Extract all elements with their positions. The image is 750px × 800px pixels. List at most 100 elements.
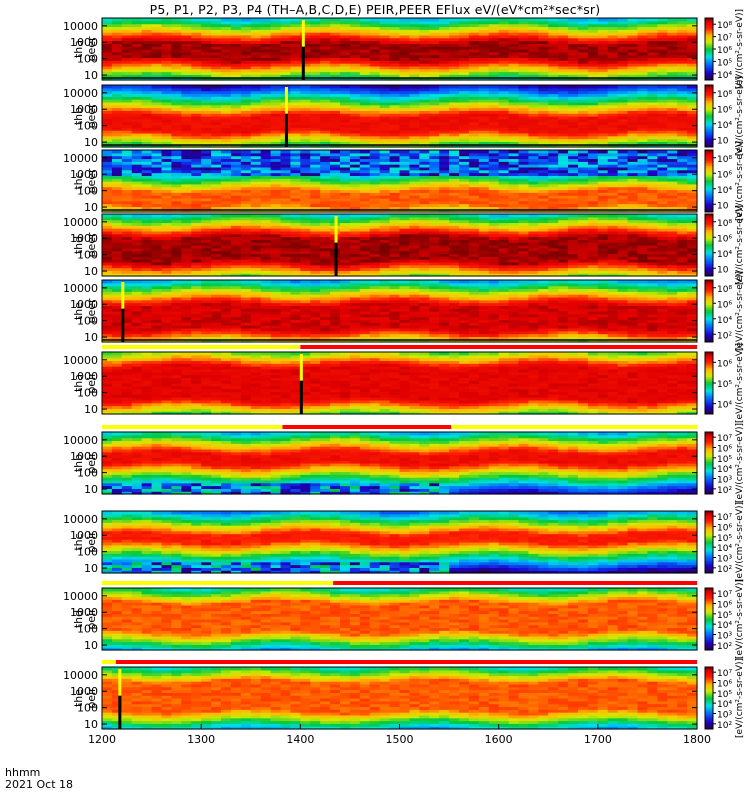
heatmap-cell: [330, 18, 341, 21]
heatmap-cell: [281, 150, 292, 153]
colorbar-tick-label: 10⁶: [717, 170, 732, 180]
heatmap-cell: [340, 214, 351, 217]
heatmap-cell: [558, 85, 569, 88]
heatmap-cell: [380, 150, 391, 153]
heatmap-cell: [667, 85, 678, 88]
heatmap-cell: [479, 85, 490, 88]
heatmap-cell: [390, 214, 401, 217]
heatmap-cell: [429, 85, 440, 88]
heatmap-cell: [271, 18, 282, 21]
heatmap-cell: [112, 18, 123, 21]
heatmap-cell: [191, 85, 202, 88]
y-tick-label: 10000: [63, 87, 98, 100]
heatmap-cell: [300, 150, 311, 153]
heatmap-cell: [618, 85, 629, 88]
panel-label: peer: [85, 103, 98, 129]
heatmap-cell: [588, 150, 599, 153]
y-tick-label: 10: [84, 136, 98, 149]
heatmap-cell: [162, 150, 173, 153]
heatmap-cell: [618, 18, 629, 21]
heatmap-cell: [152, 18, 163, 21]
heatmap-cell: [112, 214, 123, 217]
heatmap-cell: [231, 214, 242, 217]
heatmap-cell: [647, 85, 658, 88]
heatmap-cell: [578, 85, 589, 88]
colorbar-tick-label: 10⁶: [717, 105, 732, 115]
heatmap-cell: [687, 18, 698, 21]
heatmap-cell: [687, 150, 698, 153]
heatmap-cell: [380, 85, 391, 88]
heatmap-cell: [647, 150, 658, 153]
panel-tha-peer: 10100100010000tha peer10⁴10⁵10⁶10⁷10⁸ [eV/…: [63, 9, 745, 89]
heatmap-cell: [598, 18, 609, 21]
heatmap-cell: [360, 150, 371, 153]
heatmap-cell: [241, 18, 252, 21]
y-tick-label: 10000: [63, 152, 98, 165]
data-gap-spike: [302, 46, 305, 80]
heatmap-cell: [221, 150, 232, 153]
heatmap-cell: [568, 18, 579, 21]
heatmap-cell: [449, 150, 460, 153]
panel-label: peer: [85, 168, 98, 194]
heatmap-cell: [479, 18, 490, 21]
heatmap-cell: [171, 150, 182, 153]
colorbar-tick-label: 10⁵: [717, 58, 732, 68]
heatmap-cell: [171, 214, 182, 217]
heatmap-cell: [618, 150, 629, 153]
heatmap-cell: [439, 150, 450, 153]
heatmap-cell: [380, 18, 391, 21]
heatmap-cell: [647, 18, 658, 21]
heatmap-cell: [598, 150, 609, 153]
heatmap-cell: [638, 18, 649, 21]
heatmap-cell: [558, 150, 569, 153]
heatmap-cell: [538, 85, 549, 88]
heatmap-cell: [509, 18, 520, 21]
heatmap-cell: [261, 18, 272, 21]
panel-label: thb: [72, 107, 85, 125]
colorbar-tick-label: 10⁴: [717, 71, 732, 81]
heatmap-cell: [528, 150, 539, 153]
heatmap-cell: [489, 18, 500, 21]
heatmap-cell: [390, 150, 401, 153]
heatmap-cell: [191, 150, 202, 153]
heatmap-cell: [330, 85, 341, 88]
heatmap-cell: [350, 150, 361, 153]
heatmap-cell: [638, 85, 649, 88]
heatmap-cell: [499, 18, 510, 21]
heatmap-cell: [132, 214, 143, 217]
heatmap-cell: [548, 18, 559, 21]
heatmap-cell: [221, 18, 232, 21]
heatmap-cell: [519, 85, 530, 88]
heatmap-cell: [558, 18, 569, 21]
heatmap-cell: [191, 214, 202, 217]
heatmap-cell: [638, 150, 649, 153]
heatmap-cell: [251, 85, 262, 88]
heatmap-cell: [598, 85, 609, 88]
colorbar-tick-label: 10⁸: [717, 21, 732, 31]
data-gap-spike: [302, 20, 305, 47]
heatmap-cell: [449, 214, 460, 217]
heatmap-cell: [370, 85, 381, 88]
heatmap-cell: [271, 214, 282, 217]
heatmap-cell: [657, 85, 668, 88]
heatmap-cell: [429, 18, 440, 21]
panel-thd-peer: 10100100010000thd peer10⁲10⁴10⁶10⁸ [eV/(cm…: [63, 205, 745, 285]
heatmap-cell: [340, 18, 351, 21]
heatmap-cell: [409, 150, 420, 153]
heatmap-cell: [320, 214, 331, 217]
colorbar-tick-label: 10⁴: [717, 186, 732, 196]
heatmap-cell: [241, 85, 252, 88]
heatmap-cell: [499, 150, 510, 153]
heatmap-cell: [162, 85, 173, 88]
heatmap-cell: [261, 85, 272, 88]
heatmap-cell: [459, 214, 470, 217]
colorbar-tick-label: 10⁲: [717, 136, 729, 146]
heatmap-cell: [112, 85, 123, 88]
heatmap-cell: [162, 18, 173, 21]
heatmap-cell: [290, 85, 301, 88]
heatmap-cell: [409, 214, 420, 217]
heatmap-cell: [251, 150, 262, 153]
heatmap-cell: [350, 18, 361, 21]
colorbar-tick-label: 10⁴: [717, 121, 732, 131]
data-gap-spike: [285, 87, 288, 114]
